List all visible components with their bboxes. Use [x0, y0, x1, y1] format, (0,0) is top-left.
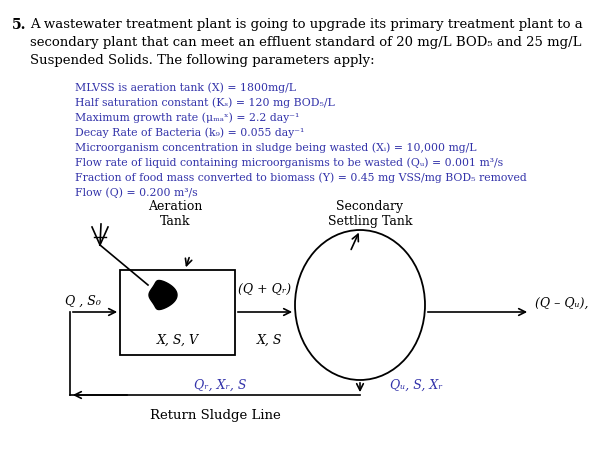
Text: A wastewater treatment plant is going to upgrade its primary treatment plant to : A wastewater treatment plant is going to…	[30, 18, 583, 31]
Text: (Q + Qᵣ): (Q + Qᵣ)	[238, 283, 291, 296]
Text: MLVSS is aeration tank (X) = 1800mg/L: MLVSS is aeration tank (X) = 1800mg/L	[75, 82, 296, 92]
Text: X, S, V: X, S, V	[157, 334, 199, 347]
Text: Half saturation constant (Kₛ) = 120 mg BOD₅/L: Half saturation constant (Kₛ) = 120 mg B…	[75, 97, 335, 107]
Text: X, S: X, S	[257, 334, 282, 347]
Text: secondary plant that can meet an effluent standard of 20 mg/L BOD₅ and 25 mg/L: secondary plant that can meet an effluen…	[30, 36, 582, 49]
Text: Decay Rate of Bacteria (k₉) = 0.055 day⁻¹: Decay Rate of Bacteria (k₉) = 0.055 day⁻…	[75, 127, 304, 138]
Text: Flow (Q) = 0.200 m³/s: Flow (Q) = 0.200 m³/s	[75, 187, 197, 198]
Text: 5.: 5.	[12, 18, 27, 32]
Text: Maximum growth rate (μₘₐˣ) = 2.2 day⁻¹: Maximum growth rate (μₘₐˣ) = 2.2 day⁻¹	[75, 112, 300, 123]
Polygon shape	[149, 280, 177, 309]
Text: Qᵣ, Xᵣ, S: Qᵣ, Xᵣ, S	[194, 379, 246, 392]
Text: Secondary
Settling Tank: Secondary Settling Tank	[328, 200, 413, 228]
Ellipse shape	[295, 230, 425, 380]
Text: (Q – Qᵤ), S, Xᶜ: (Q – Qᵤ), S, Xᶜ	[535, 297, 591, 310]
Text: Q , S₀: Q , S₀	[65, 295, 101, 308]
Text: Flow rate of liquid containing microorganisms to be wasted (Qᵤ) = 0.001 m³/s: Flow rate of liquid containing microorga…	[75, 157, 503, 168]
Text: Return Sludge Line: Return Sludge Line	[150, 409, 280, 422]
Text: Suspended Solids. The following parameters apply:: Suspended Solids. The following paramete…	[30, 54, 375, 67]
Text: Aeration
Tank: Aeration Tank	[148, 200, 202, 228]
Text: Microorganism concentration in sludge being wasted (Xᵢ) = 10,000 mg/L: Microorganism concentration in sludge be…	[75, 142, 476, 153]
Text: Fraction of food mass converted to biomass (Y) = 0.45 mg VSS/mg BOD₅ removed: Fraction of food mass converted to bioma…	[75, 172, 527, 183]
Bar	[120, 270, 235, 355]
Text: Qᵤ, S, Xᵣ: Qᵤ, S, Xᵣ	[390, 379, 443, 392]
